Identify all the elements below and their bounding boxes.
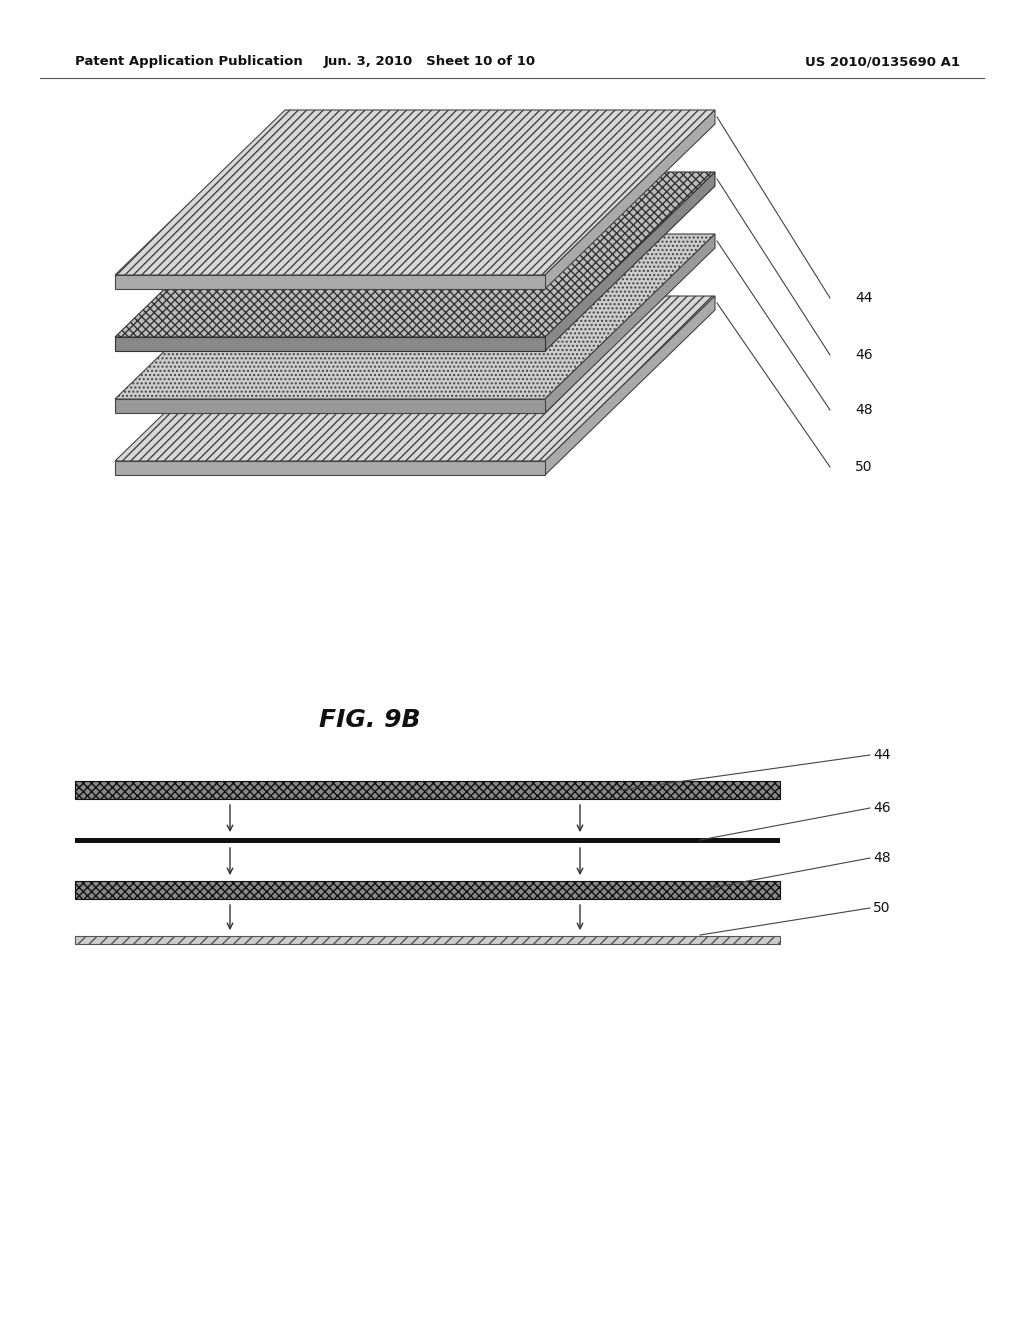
Bar xyxy=(75,936,780,944)
Text: 48: 48 xyxy=(873,851,891,865)
Polygon shape xyxy=(545,296,715,475)
Polygon shape xyxy=(115,172,715,337)
Polygon shape xyxy=(545,234,715,413)
Polygon shape xyxy=(545,110,715,289)
Text: 48: 48 xyxy=(855,403,872,417)
Text: 44: 44 xyxy=(855,290,872,305)
Polygon shape xyxy=(115,337,545,351)
Text: FIG. 9A: FIG. 9A xyxy=(319,153,421,177)
Text: 44: 44 xyxy=(873,748,891,762)
Text: Patent Application Publication: Patent Application Publication xyxy=(75,55,303,69)
Bar xyxy=(75,837,780,842)
Polygon shape xyxy=(115,275,545,289)
Text: 46: 46 xyxy=(855,348,872,362)
Polygon shape xyxy=(545,172,715,351)
Bar xyxy=(75,880,780,899)
Polygon shape xyxy=(115,110,715,275)
Bar xyxy=(75,781,780,799)
Polygon shape xyxy=(115,399,545,413)
Polygon shape xyxy=(115,296,715,461)
Text: 46: 46 xyxy=(873,801,891,814)
Polygon shape xyxy=(115,461,545,475)
Text: FIG. 9B: FIG. 9B xyxy=(319,708,421,733)
Polygon shape xyxy=(115,234,715,399)
Text: 50: 50 xyxy=(873,902,891,915)
Text: 50: 50 xyxy=(855,459,872,474)
Text: US 2010/0135690 A1: US 2010/0135690 A1 xyxy=(805,55,961,69)
Text: Jun. 3, 2010   Sheet 10 of 10: Jun. 3, 2010 Sheet 10 of 10 xyxy=(324,55,536,69)
